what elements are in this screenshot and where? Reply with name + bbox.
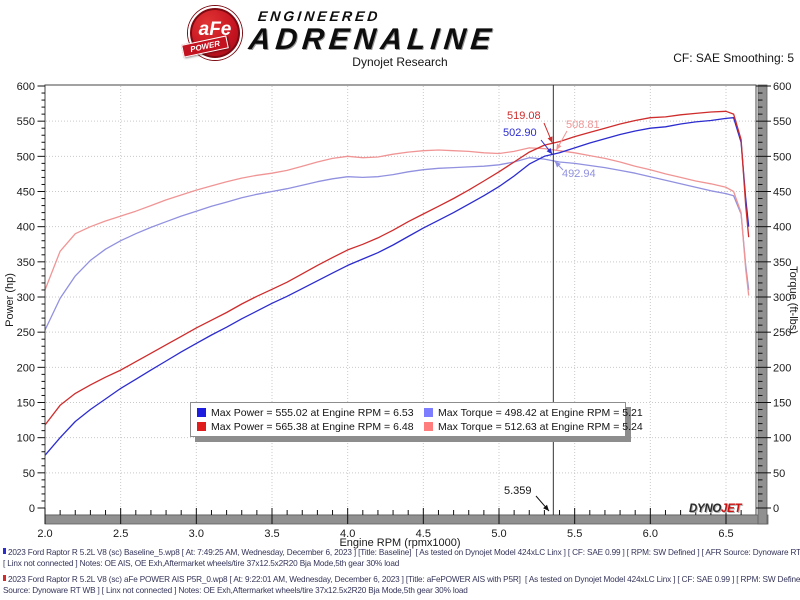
y-tick-label-left: 550 xyxy=(17,116,35,128)
run-info-line: Source: Dynoware RT WB ] [ Linx not conn… xyxy=(3,586,468,595)
curve-afepower-ais-with-p5r-power-hp- xyxy=(44,110,750,426)
readout-arrow-head xyxy=(554,161,561,168)
x-tick-label: 2.5 xyxy=(113,528,128,540)
y-axis-title-torque: Torque (ft-lbs) xyxy=(787,266,799,334)
curve-baseline-torque-ft-lbs- xyxy=(44,157,750,331)
x-tick-label: 6.0 xyxy=(643,528,658,540)
run-info-text: 2023 Ford Raptor R 5.2L V8 (sc) Baseline… xyxy=(8,548,800,557)
run-info-line: 2023 Ford Raptor R 5.2L V8 (sc) Baseline… xyxy=(3,548,800,557)
cursor-readout-value: 492.94 xyxy=(562,168,596,180)
curve-baseline-power-hp- xyxy=(44,117,750,456)
legend-color-swatch-icon xyxy=(197,408,206,417)
readout-arrow-head xyxy=(546,148,553,155)
y-tick-label-left: 250 xyxy=(17,327,35,339)
x-tick-label: 3.0 xyxy=(189,528,204,540)
y-tick-label-left: 50 xyxy=(23,468,35,480)
cursor-readout-value: 519.08 xyxy=(507,110,541,122)
y-tick-label-left: 350 xyxy=(17,257,35,269)
legend-color-swatch-icon xyxy=(424,408,433,417)
run-color-marker-icon xyxy=(3,548,6,554)
legend-item-label: Max Power = 555.02 at Engine RPM = 6.53 xyxy=(211,406,414,419)
y-tick-label-right: 350 xyxy=(773,257,791,269)
run-info-text: 2023 Ford Raptor R 5.2L V8 (sc) aFe POWE… xyxy=(8,574,800,584)
legend-item: Max Power = 555.02 at Engine RPM = 6.53 xyxy=(197,406,424,419)
run-info-line: [ Linx not connected ] Notes: OE AIS, OE… xyxy=(3,559,399,568)
y-tick-label-left: 200 xyxy=(17,362,35,374)
run-color-marker-icon xyxy=(3,574,6,581)
correction-factor-label: CF: SAE Smoothing: 5 xyxy=(673,51,794,65)
readout-arrow-head xyxy=(556,143,562,151)
y-tick-label-right: 600 xyxy=(773,81,791,93)
y-tick-label-right: 550 xyxy=(773,116,791,128)
dynojet-watermark-shadow: DYNOJET xyxy=(690,504,743,516)
y-axis-title-power: Power (hp) xyxy=(4,273,16,327)
page-title: Dynojet Research xyxy=(352,55,448,69)
run-info-text: Source: Dynoware RT WB ] [ Linx not conn… xyxy=(3,585,468,595)
logo-engineered-text: ENGINEERED xyxy=(257,8,382,24)
y-tick-label-right: 450 xyxy=(773,187,791,199)
y-tick-label-left: 500 xyxy=(17,151,35,163)
afe-badge-text: aFe xyxy=(198,19,232,40)
cursor-rpm-label: 5.359 xyxy=(504,485,532,497)
dynojet-watermark: DYNOJET xyxy=(689,503,742,515)
x-tick-label: 6.5 xyxy=(718,528,733,540)
curve-afepower-ais-with-p5r-torque-ft-lbs- xyxy=(44,147,750,296)
y-tick-label-left: 0 xyxy=(29,503,35,515)
x-tick-label: 5.0 xyxy=(491,528,506,540)
y-tick-label-right: 0 xyxy=(773,503,779,515)
run-info-text: [ Linx not connected ] Notes: OE AIS, OE… xyxy=(3,559,400,568)
cursor-arrow-head xyxy=(543,504,549,511)
x-axis-band xyxy=(44,514,769,525)
y-tick-label-left: 150 xyxy=(17,398,35,410)
x-tick-label: 2.0 xyxy=(37,528,52,540)
y-tick-label-right: 500 xyxy=(773,151,791,163)
afe-badge-icon: aFe POWER xyxy=(181,6,242,60)
y-tick-label-right: 100 xyxy=(773,433,791,445)
cursor-readout-value: 502.90 xyxy=(503,127,537,139)
legend-color-swatch-icon xyxy=(197,422,206,431)
legend-item: Max Torque = 512.63 at Engine RPM = 5.24 xyxy=(424,420,643,433)
plot-frame xyxy=(44,84,757,516)
x-tick-label: 4.5 xyxy=(416,528,431,540)
y-tick-label-left: 450 xyxy=(17,187,35,199)
legend-box[interactable]: Max Power = 555.02 at Engine RPM = 6.53 M… xyxy=(190,402,643,437)
legend-item: Max Power = 565.38 at Engine RPM = 6.48 xyxy=(197,420,424,433)
afe-power-logo: aFe POWER ENGINEERED ADRENALINE xyxy=(181,4,606,62)
legend-item-label: Max Torque = 512.63 at Engine RPM = 5.24 xyxy=(438,420,643,433)
y-tick-label-right: 200 xyxy=(773,362,791,374)
legend-color-swatch-icon xyxy=(424,422,433,431)
y-tick-label-right: 300 xyxy=(773,292,791,304)
cursor-readout-value: 508.81 xyxy=(566,119,600,131)
x-tick-label: 5.5 xyxy=(567,528,582,540)
y-tick-label-left: 400 xyxy=(17,222,35,234)
y-tick-label-left: 100 xyxy=(17,433,35,445)
legend-item-label: Max Power = 565.38 at Engine RPM = 6.48 xyxy=(211,420,414,433)
logo-adrenaline-text: ADRENALINE xyxy=(247,23,498,56)
y-tick-label-right: 250 xyxy=(773,327,791,339)
x-axis-title: Engine RPM (rpmx1000) xyxy=(339,537,460,549)
run-info-line: 2023 Ford Raptor R 5.2L V8 (sc) aFe POWE… xyxy=(3,574,800,584)
y-tick-label-right: 50 xyxy=(773,468,785,480)
legend-item: Max Torque = 498.42 at Engine RPM = 5.21 xyxy=(424,406,643,419)
x-tick-label: 3.5 xyxy=(264,528,279,540)
y-tick-label-left: 300 xyxy=(17,292,35,304)
y-tick-label-right: 150 xyxy=(773,398,791,410)
readout-arrow-head xyxy=(547,136,553,143)
y-tick-label-left: 600 xyxy=(17,81,35,93)
y-tick-label-right: 400 xyxy=(773,222,791,234)
x-tick-label: 4.0 xyxy=(340,528,355,540)
legend-item-label: Max Torque = 498.42 at Engine RPM = 5.21 xyxy=(438,406,643,419)
